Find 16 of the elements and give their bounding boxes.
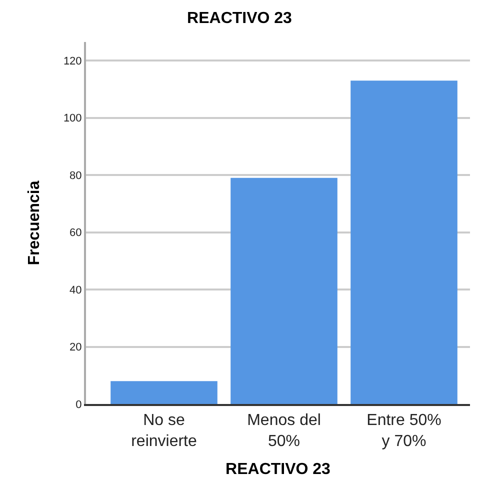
x-axis-title: REACTIVO 23 [226, 460, 331, 478]
x-tick-label: Entre 50% y 70% [366, 412, 442, 450]
bar [110, 381, 218, 404]
y-tick-label: 0 [76, 398, 82, 411]
bar [230, 178, 338, 404]
y-tick-label: 40 [70, 284, 82, 296]
y-tick-label: 100 [63, 112, 82, 125]
y-tick-label: 80 [70, 170, 82, 182]
x-tick-label: No se reinvierte [131, 412, 197, 450]
bar [350, 80, 458, 404]
y-tick-label: 60 [70, 227, 82, 240]
y-axis-title: Frecuencia [26, 180, 43, 266]
x-tick-label: Menos del 50% [247, 412, 321, 450]
y-tick-label: 20 [70, 342, 82, 354]
chart-title: REACTIVO 23 [187, 10, 292, 27]
y-tick-label: 120 [63, 55, 82, 68]
